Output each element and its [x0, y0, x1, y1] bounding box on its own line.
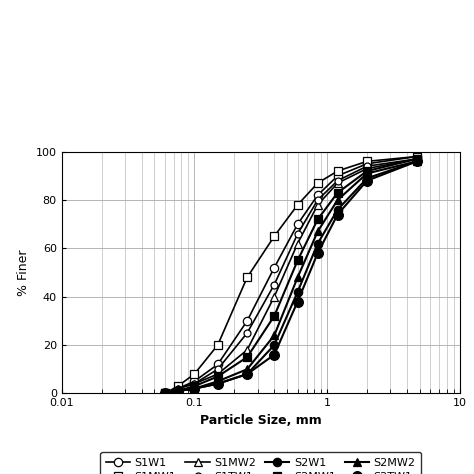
S1MW1 [175, 383, 181, 389]
S2MW1 [295, 258, 301, 264]
S1TW1 [364, 164, 370, 169]
S1W1 [162, 391, 168, 396]
S1W1 [272, 265, 277, 271]
S1MW2 [175, 386, 181, 392]
S1MW1 [191, 371, 197, 377]
S2MW1 [272, 313, 277, 319]
S1MW2 [335, 180, 340, 186]
S2MW2 [215, 378, 220, 384]
S1TW1 [215, 366, 220, 372]
S1W1 [364, 161, 370, 166]
Line: S2MW1: S2MW1 [161, 155, 421, 398]
S1W1 [191, 378, 197, 384]
S1MW1 [335, 168, 340, 174]
S2MW2 [162, 391, 168, 396]
S2MW2 [335, 197, 340, 203]
S2MW2 [315, 228, 320, 234]
S2MW1 [364, 168, 370, 174]
S2MW2 [272, 333, 277, 338]
S2MW2 [175, 388, 181, 394]
S2MW1 [244, 355, 250, 360]
S1TW1 [244, 330, 250, 336]
S2MW2 [364, 171, 370, 176]
S2W1 [215, 381, 220, 387]
S1MW1 [162, 391, 168, 396]
Legend: S1W1, S1MW1, S1MW2, S1TW1, S2W1, S2MW1, S2MW2, S2TW1: S1W1, S1MW1, S1MW2, S1TW1, S2W1, S2MW1, … [100, 452, 421, 474]
S2W1 [175, 388, 181, 394]
Line: S1TW1: S1TW1 [162, 155, 420, 397]
Y-axis label: % Finer: % Finer [17, 249, 30, 296]
S2TW1 [162, 391, 168, 396]
S1W1 [215, 362, 220, 367]
S2W1 [295, 289, 301, 295]
X-axis label: Particle Size, mm: Particle Size, mm [200, 414, 321, 427]
Line: S2TW1: S2TW1 [160, 156, 422, 398]
S2MW1 [414, 156, 419, 162]
S1TW1 [315, 197, 320, 203]
S1MW2 [315, 202, 320, 208]
S1W1 [175, 386, 181, 392]
S2TW1 [191, 386, 197, 392]
S2MW1 [315, 217, 320, 222]
S1TW1 [414, 156, 419, 162]
Line: S2W1: S2W1 [161, 157, 421, 398]
S2TW1 [315, 250, 320, 256]
S2TW1 [364, 178, 370, 183]
S2MW1 [175, 388, 181, 394]
S2TW1 [335, 212, 340, 218]
S1TW1 [272, 282, 277, 287]
S2MW1 [191, 383, 197, 389]
S1TW1 [162, 391, 168, 396]
S2TW1 [175, 388, 181, 394]
S2MW1 [162, 391, 168, 396]
S1MW2 [364, 166, 370, 172]
S1MW2 [191, 381, 197, 387]
S1MW1 [272, 234, 277, 239]
S2TW1 [215, 381, 220, 387]
S1MW1 [414, 154, 419, 159]
S2W1 [162, 391, 168, 396]
S1MW2 [272, 294, 277, 300]
S2MW1 [215, 374, 220, 379]
S1MW2 [295, 241, 301, 246]
S2W1 [191, 386, 197, 392]
S2MW2 [414, 158, 419, 164]
S2MW2 [295, 274, 301, 280]
S1MW1 [315, 180, 320, 186]
S1MW2 [162, 391, 168, 396]
S1MW1 [244, 274, 250, 280]
Line: S1W1: S1W1 [161, 152, 421, 398]
S1MW2 [414, 156, 419, 162]
Line: S2MW2: S2MW2 [161, 157, 421, 398]
S1MW1 [364, 158, 370, 164]
S2TW1 [295, 299, 301, 304]
S1MW1 [295, 202, 301, 208]
S1W1 [244, 318, 250, 324]
S2W1 [272, 342, 277, 348]
S1W1 [335, 173, 340, 179]
S2MW1 [335, 190, 340, 196]
S2W1 [335, 207, 340, 212]
S1MW2 [215, 371, 220, 377]
S1TW1 [175, 386, 181, 392]
S1TW1 [191, 381, 197, 387]
S1TW1 [335, 178, 340, 183]
Line: S1MW2: S1MW2 [161, 155, 421, 398]
S1W1 [315, 192, 320, 198]
S2MW2 [191, 386, 197, 392]
Line: S1MW1: S1MW1 [161, 152, 421, 398]
S2TW1 [272, 352, 277, 357]
S2W1 [244, 371, 250, 377]
S2W1 [364, 175, 370, 181]
S2TW1 [244, 371, 250, 377]
S1TW1 [295, 231, 301, 237]
S2MW2 [244, 366, 250, 372]
S2W1 [414, 158, 419, 164]
S1W1 [295, 221, 301, 227]
S1W1 [414, 154, 419, 159]
S2W1 [315, 241, 320, 246]
S1MW2 [244, 347, 250, 353]
S1MW1 [215, 342, 220, 348]
S2TW1 [414, 158, 419, 164]
